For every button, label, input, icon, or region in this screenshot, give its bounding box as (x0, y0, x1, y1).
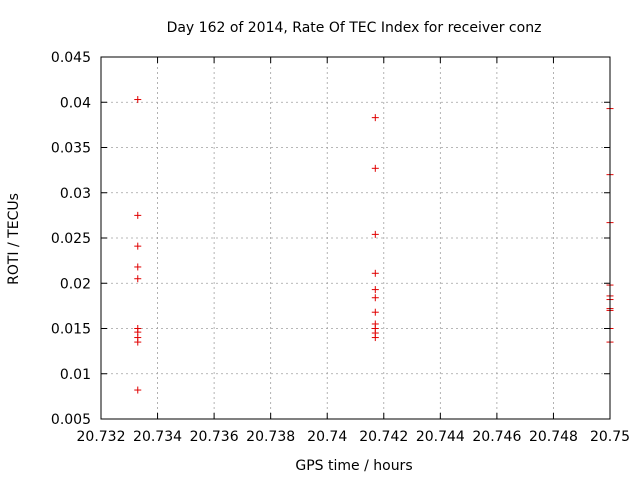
y-tick-label: 0.005 (51, 412, 91, 428)
data-points (134, 96, 614, 394)
x-tick-label: 20.75 (590, 429, 630, 445)
data-point (371, 230, 379, 238)
y-axis-label: ROTI / TECUs (6, 193, 22, 285)
y-tick-label: 0.03 (60, 186, 91, 202)
x-tick-label: 20.748 (529, 429, 578, 445)
data-point (134, 338, 142, 346)
data-point (371, 164, 379, 172)
x-tick-label: 20.74 (307, 429, 347, 445)
y-tick-label: 0.015 (51, 322, 91, 338)
data-point (371, 308, 379, 316)
grid-lines (101, 57, 610, 419)
data-point (134, 386, 142, 394)
x-tick-label: 20.742 (359, 429, 408, 445)
x-axis-label: GPS time / hours (295, 458, 412, 474)
y-tick-label: 0.02 (60, 276, 91, 292)
data-point (134, 263, 142, 271)
data-point (134, 96, 142, 104)
y-tick-label: 0.01 (60, 367, 91, 383)
chart-title: Day 162 of 2014, Rate Of TEC Index for r… (167, 20, 542, 36)
data-point (371, 269, 379, 277)
x-tick-label: 20.734 (133, 429, 182, 445)
x-tick-label: 20.732 (77, 429, 126, 445)
data-point (371, 286, 379, 294)
y-tick-label: 0.035 (51, 141, 91, 157)
data-point (134, 275, 142, 283)
data-point (134, 211, 142, 219)
data-point (371, 334, 379, 342)
x-tick-label: 20.736 (190, 429, 239, 445)
x-tick-label: 20.746 (472, 429, 521, 445)
data-point (371, 114, 379, 122)
data-point (134, 242, 142, 250)
y-tick-label: 0.025 (51, 231, 91, 247)
x-tick-label: 20.738 (246, 429, 295, 445)
axis-ticks: 20.732 20.734 20.736 20.738 20.74 20.742 20.74… (51, 50, 630, 445)
data-point (371, 294, 379, 302)
y-tick-label: 0.045 (51, 50, 91, 66)
y-tick-label: 0.04 (60, 95, 91, 111)
x-tick-label: 20.744 (416, 429, 465, 445)
